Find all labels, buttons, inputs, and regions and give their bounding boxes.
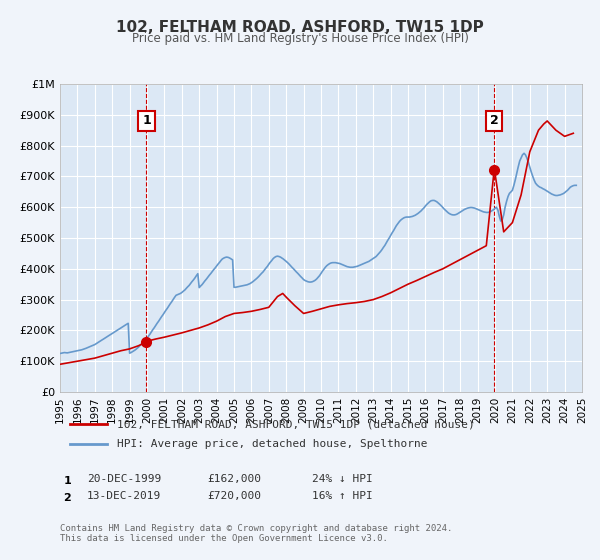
Text: 2: 2 bbox=[490, 114, 499, 128]
Text: £720,000: £720,000 bbox=[207, 491, 261, 501]
Text: 2: 2 bbox=[64, 493, 71, 503]
Text: 102, FELTHAM ROAD, ASHFORD, TW15 1DP (detached house): 102, FELTHAM ROAD, ASHFORD, TW15 1DP (de… bbox=[118, 419, 475, 429]
Text: 13-DEC-2019: 13-DEC-2019 bbox=[87, 491, 161, 501]
Text: 24% ↓ HPI: 24% ↓ HPI bbox=[312, 474, 373, 484]
Text: Contains HM Land Registry data © Crown copyright and database right 2024.
This d: Contains HM Land Registry data © Crown c… bbox=[60, 524, 452, 543]
Text: £162,000: £162,000 bbox=[207, 474, 261, 484]
Text: 1: 1 bbox=[142, 114, 151, 128]
Text: 20-DEC-1999: 20-DEC-1999 bbox=[87, 474, 161, 484]
Text: HPI: Average price, detached house, Spelthorne: HPI: Average price, detached house, Spel… bbox=[118, 439, 428, 449]
Text: 16% ↑ HPI: 16% ↑ HPI bbox=[312, 491, 373, 501]
Text: Price paid vs. HM Land Registry's House Price Index (HPI): Price paid vs. HM Land Registry's House … bbox=[131, 32, 469, 45]
Text: 1: 1 bbox=[64, 477, 71, 486]
Text: 102, FELTHAM ROAD, ASHFORD, TW15 1DP: 102, FELTHAM ROAD, ASHFORD, TW15 1DP bbox=[116, 20, 484, 35]
